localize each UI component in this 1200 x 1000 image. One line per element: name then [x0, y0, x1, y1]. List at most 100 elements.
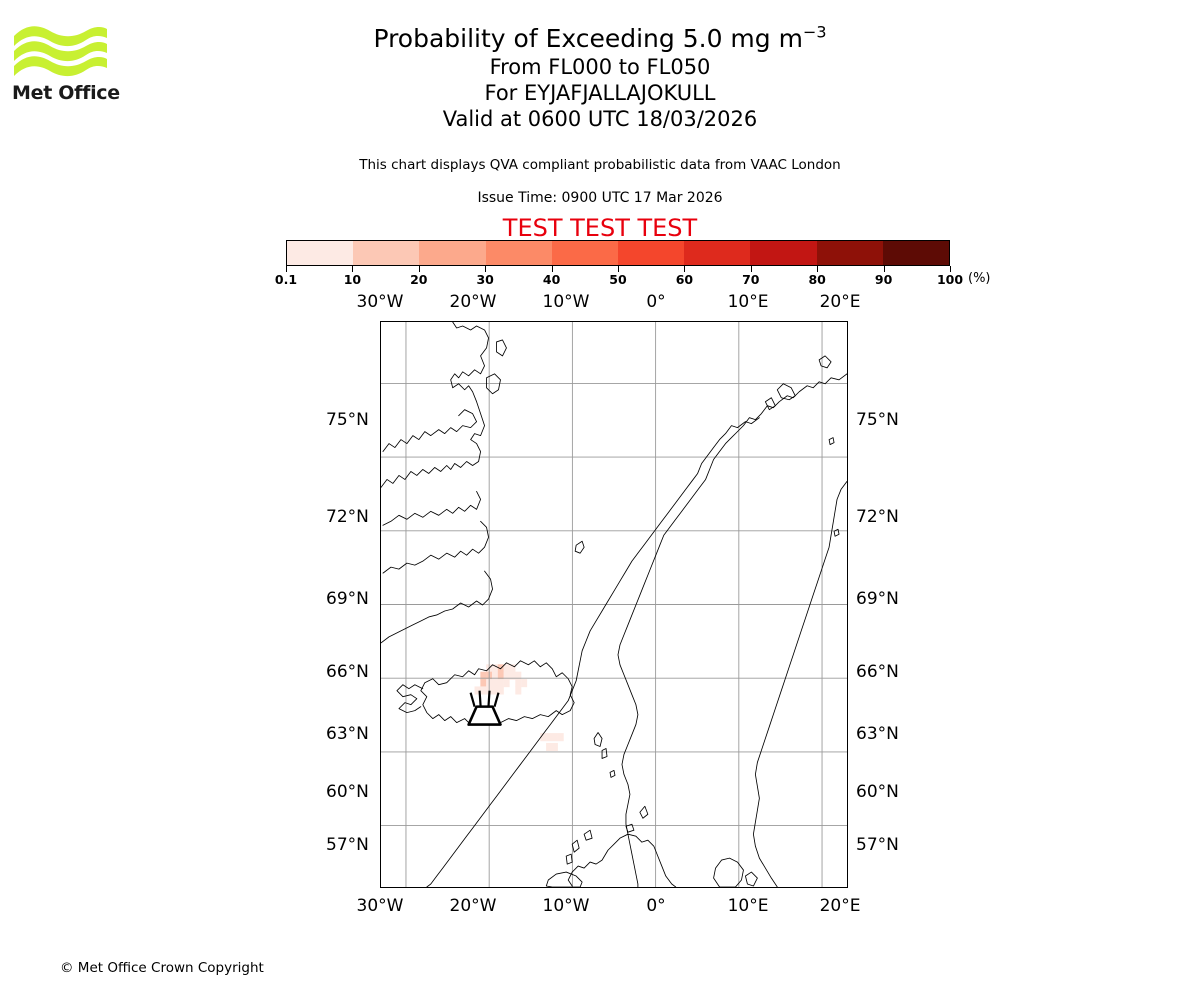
colorbar-band-6: [684, 241, 751, 265]
met-office-logo: Met Office: [12, 22, 122, 112]
map-plot-area[interactable]: [380, 321, 848, 888]
coastline-hebrides: [571, 839, 580, 853]
lat-label-left-72: 72°N: [326, 507, 369, 527]
coastline-greenland-islands: [486, 373, 501, 395]
colorbar-tick-label-8: 80: [808, 272, 826, 287]
ash-cell-22: [492, 686, 498, 695]
coastline-shetland: [639, 805, 649, 819]
colorbar-tick-label-1: 10: [343, 272, 362, 287]
colorbar-band-3: [485, 241, 552, 265]
colorbar-tick-label-9: 90: [874, 272, 893, 287]
ash-cell-10: [509, 671, 516, 680]
valid-time-line: Valid at 0600 UTC 18/03/2026: [442, 107, 758, 131]
lat-label-right-72: 72°N: [856, 507, 899, 527]
ash-cell-1: [492, 664, 498, 673]
ash-cell-27: [551, 733, 558, 742]
colorbar-tick-3: [485, 266, 487, 272]
colorbar-band-4: [551, 241, 619, 265]
lon-label-bottom-0: 30°W: [356, 896, 404, 916]
colorbar-tick-1: [352, 266, 354, 272]
ash-cell-30: [551, 742, 558, 752]
map-svg: [381, 322, 847, 887]
ash-cell-3: [503, 664, 510, 673]
colorbar-band-8: [816, 241, 883, 265]
lat-label-left-66: 66°N: [326, 662, 369, 682]
coastline-greenland-island-small: [496, 339, 507, 357]
ash-cell-16: [503, 679, 510, 688]
coastline-island-dot-2: [609, 769, 616, 778]
ash-cell-12: [480, 679, 487, 688]
coastline-greenland-tip: [381, 570, 493, 644]
coastline-iceland-westfjords: [396, 684, 424, 714]
probability-colorbar: [286, 240, 950, 266]
coastline-scotland-islands: [583, 829, 593, 841]
coastline-hebrides-2: [565, 853, 573, 865]
colorbar-tick-axis: 0.1 10 20 30 40 50 60 70 80 90 100: [275, 266, 963, 288]
coastline-norway-inner-fjords: [426, 417, 760, 887]
lon-label-top-3: 0°: [646, 292, 666, 312]
coastline-norway-north-islands: [818, 355, 832, 369]
lon-label-bottom-1: 20°W: [449, 896, 497, 916]
ash-cell-25: [540, 733, 547, 742]
ash-cell-14: [492, 679, 498, 688]
ash-cell-28: [557, 733, 564, 742]
colorbar-tick-label-7: 70: [742, 272, 760, 287]
met-office-wave-icon: [14, 26, 107, 77]
coastline-greenland-peninsula: [382, 520, 489, 574]
coastline-denmark: [713, 857, 744, 887]
coastline-jan-mayen: [574, 540, 585, 554]
coastline-sweden: [752, 481, 847, 887]
colorbar-band-0: [287, 241, 354, 265]
coastline-lofoten: [776, 383, 796, 401]
ash-cell-9: [503, 671, 510, 680]
colorbar-tick-9: [883, 266, 885, 272]
coastline-greenland-south: [382, 490, 481, 526]
lon-label-bottom-5: 20°E: [819, 896, 861, 916]
colorbar-tick-label-5: 50: [609, 272, 627, 287]
met-office-logo-text: Met Office: [12, 82, 120, 104]
test-banner: TEST TEST TEST: [502, 214, 698, 242]
coastline-scotland: [567, 833, 677, 887]
colorbar-tick-label-2: 20: [410, 272, 428, 287]
ash-cell-7: [492, 671, 498, 680]
colorbar-band-1: [353, 241, 420, 265]
colorbar-band-5: [618, 241, 685, 265]
colorbar-tick-label-6: 60: [675, 272, 694, 287]
lon-label-top-1: 20°W: [449, 292, 497, 312]
ash-cell-24: [515, 686, 522, 695]
lat-label-right-69: 69°N: [856, 589, 899, 609]
coastline-bear-island: [828, 437, 835, 445]
ash-cell-5: [480, 671, 487, 680]
page-title: Probability of Exceeding 5.0 mg m−3: [130, 24, 1070, 54]
ash-cell-15: [497, 679, 504, 688]
lon-label-bottom-3: 0°: [646, 896, 666, 916]
issue-time: Issue Time: 0900 UTC 17 Mar 2026: [477, 190, 723, 206]
coastlines: [381, 322, 847, 887]
colorbar-tick-label-4: 40: [542, 272, 561, 287]
coastline-iceland: [420, 660, 575, 725]
ash-cell-8: [497, 671, 504, 680]
colorbar-tick-7: [750, 266, 752, 272]
lat-label-right-63: 63°N: [856, 724, 899, 744]
coastline-faroe-islands: [593, 732, 603, 747]
chart-description: This chart displays QVA compliant probab…: [359, 157, 841, 173]
coastline-denmark-island: [745, 871, 758, 887]
coastline-ireland: [545, 871, 583, 887]
colorbar-tick-2: [418, 266, 420, 272]
lon-label-top-2: 10°W: [542, 292, 590, 312]
colorbar-tick-4: [551, 266, 553, 272]
colorbar-tick-label-3: 30: [476, 272, 494, 287]
flight-level-line: From FL000 to FL050: [489, 55, 711, 79]
page-title-text: Probability of Exceeding 5.0 mg m: [373, 24, 803, 53]
lat-label-left-60: 60°N: [326, 782, 369, 802]
lon-label-top-0: 30°W: [356, 292, 404, 312]
colorbar-tick-8: [817, 266, 819, 272]
lat-label-right-75: 75°N: [856, 410, 899, 430]
coastline-greenland-inner: [382, 409, 478, 452]
volcano-marker-icon: [467, 690, 502, 726]
lon-label-top-5: 20°E: [819, 292, 861, 312]
colorbar-tick-0: [286, 266, 287, 272]
ash-cell-26: [546, 733, 553, 742]
coastline-greenland: [381, 322, 489, 488]
colorbar-bands: [286, 240, 950, 266]
